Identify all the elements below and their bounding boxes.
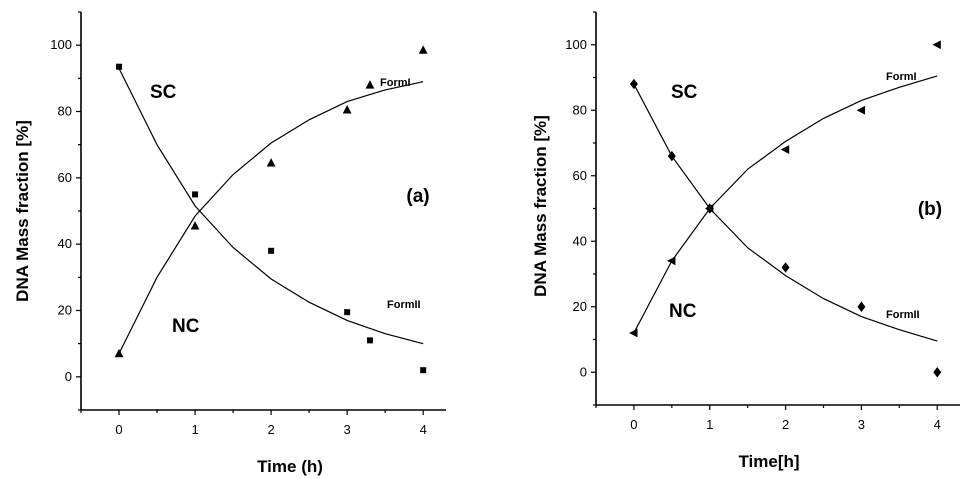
panel-0-y-tick-label: 20 (58, 303, 72, 318)
panel-1-x-tick-label: 3 (858, 417, 865, 432)
panel-1-series-1-fit-line (633, 75, 938, 334)
panel-1-sc-annotation: SC (671, 82, 698, 103)
panel-1-y-axis-title: DNA Mass fraction [%] (531, 115, 550, 297)
panel-0-formII-annotation: FormII (387, 299, 421, 311)
panel-0-series-1-point (342, 105, 352, 114)
panel-1-series-1-point (856, 105, 866, 115)
panel-1-y-tick-label: 60 (573, 168, 587, 183)
panel-1-series-1-point (932, 40, 941, 50)
panel-0-y-tick-label: 80 (58, 104, 72, 119)
panel-0-x-axis-title: Time (h) (257, 457, 323, 476)
panel-1-y-tick-label: 0 (580, 364, 587, 379)
panel-0-y-tick-label: 60 (58, 170, 72, 185)
panel-1-x-tick-label: 1 (706, 417, 713, 432)
panel-1-series-0-point (857, 301, 866, 312)
panel-1-x-axis-title: Time[h] (738, 452, 799, 471)
panel-1-y-tick-label: 100 (565, 37, 587, 52)
panel-0-series-0-point (268, 247, 275, 254)
panel-0-series-0-point (420, 367, 427, 374)
panel-1-formI-annotation: FormI (886, 71, 917, 83)
panel-0-series-0-point (366, 337, 373, 344)
panel-0-x-tick-label: 4 (420, 422, 427, 437)
panel-1-series-0-fit-line (633, 83, 938, 342)
panel-0-series-1-fit-line (118, 81, 424, 354)
panel-1-x-tick-label: 0 (630, 417, 637, 432)
panel-0-y-axis-title: DNA Mass fraction [%] (13, 120, 32, 302)
panel-1-y-tick-label: 20 (573, 299, 587, 314)
panel-0-series-1-point (365, 80, 375, 89)
panel-0-series-1-point (114, 348, 124, 358)
panel-0-x-tick-label: 2 (267, 422, 274, 437)
panel-1-y-tick-label: 40 (573, 233, 587, 248)
panel-0-series-1-point (190, 221, 200, 230)
panel-1-x-tick-label: 2 (782, 417, 789, 432)
panel-1-series-0-point (667, 150, 676, 162)
panel-1-nc-annotation: NC (669, 301, 697, 322)
panel-1-y-tick-label: 80 (573, 102, 587, 117)
panel-0-y-tick-label: 0 (65, 369, 72, 384)
panel-0-x-tick-label: 3 (344, 422, 351, 437)
panel-0-series-0-point (116, 63, 123, 70)
panel-1-series-1-point (780, 145, 790, 154)
panel-1-series-0-point (933, 367, 942, 378)
panel-0-panel-label: (a) (406, 186, 429, 207)
panel-0-nc-annotation: NC (172, 316, 200, 337)
panel-0-x-tick-label: 0 (115, 422, 122, 437)
panel-1-series-1-point (667, 256, 676, 266)
panel-1-formII-annotation: FormII (886, 309, 920, 321)
panel-0-sc-annotation: SC (150, 82, 177, 103)
panel-1-panel-label: (b) (918, 199, 942, 220)
panel-0-series-0-fit-line (118, 68, 424, 345)
panel-0-y-tick-label: 40 (58, 236, 72, 251)
panel-1-series-0-point (781, 262, 790, 273)
panel-0-y-tick-label: 100 (50, 37, 72, 52)
panel-0-series-0-point (192, 191, 199, 198)
panel-1-x-tick-label: 4 (934, 417, 941, 432)
panel-1-series-0-point (629, 78, 638, 90)
panel-1-series-1-point (704, 204, 714, 213)
panel-0-series-1-point (266, 158, 276, 167)
panel-0-x-tick-label: 1 (191, 422, 198, 437)
panel-0-series-1-point (418, 45, 428, 54)
panel-0-series-0-point (344, 309, 351, 316)
panel-0-formI-annotation: FormI (380, 77, 411, 89)
panel-1-series-1-point (629, 328, 638, 338)
